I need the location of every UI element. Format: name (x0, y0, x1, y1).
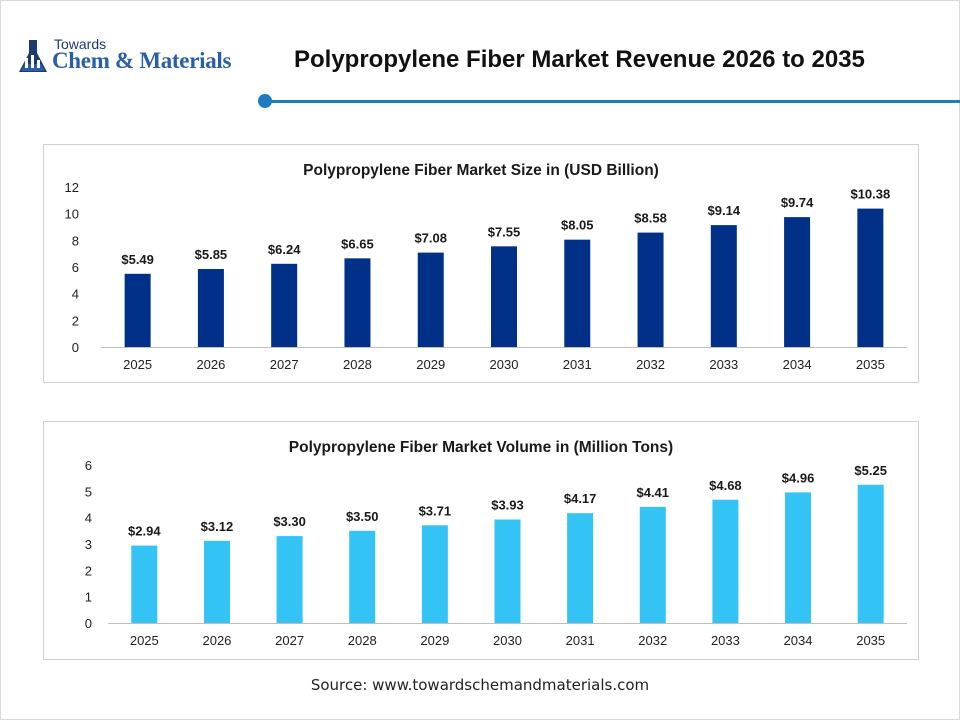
y-tick-label: 1 (85, 590, 92, 605)
bar (124, 273, 151, 347)
y-tick-label: 0 (85, 616, 92, 631)
revenue-chart-panel: Polypropylene Fiber Market Size in (USD … (43, 144, 919, 383)
bar (271, 263, 298, 347)
bar (857, 484, 884, 623)
logo-top-text: Towards (54, 36, 107, 52)
volume-chart-panel: Polypropylene Fiber Market Volume in (Mi… (43, 421, 919, 660)
y-tick-label: 8 (72, 233, 79, 248)
x-tick-label: 2028 (343, 357, 372, 372)
data-label: $4.68 (709, 478, 742, 493)
data-label: $4.41 (636, 485, 669, 500)
y-tick-label: 2 (72, 313, 79, 328)
bar (344, 258, 371, 347)
bar (197, 269, 224, 347)
data-label: $4.96 (782, 470, 815, 485)
x-tick-label: 2029 (416, 357, 445, 372)
data-label: $3.12 (201, 519, 234, 534)
data-label: $5.49 (121, 252, 154, 267)
bar (276, 536, 303, 623)
x-tick-label: 2026 (202, 633, 231, 648)
x-tick-label: 2035 (856, 633, 885, 648)
bar (712, 499, 739, 623)
y-tick-label: 3 (85, 537, 92, 552)
page-title: Polypropylene Fiber Market Revenue 2026 … (294, 46, 865, 73)
x-tick-label: 2035 (856, 357, 885, 372)
y-tick-label: 6 (85, 458, 92, 473)
data-label: $3.30 (273, 514, 306, 529)
source-note: Source: www.towardschemandmaterials.com (310, 676, 650, 694)
x-tick-label: 2034 (783, 357, 812, 372)
x-tick-label: 2032 (638, 633, 667, 648)
y-tick-label: 0 (72, 340, 79, 355)
x-tick-label: 2026 (196, 357, 225, 372)
flask-icon (19, 40, 47, 72)
bar (639, 506, 666, 623)
x-tick-label: 2034 (784, 633, 813, 648)
x-tick-label: 2032 (636, 357, 665, 372)
logo-main-text: Chem & Materials (52, 48, 232, 73)
y-tick-label: 6 (72, 260, 79, 275)
bar (421, 525, 448, 623)
y-tick-label: 12 (65, 180, 79, 195)
x-tick-label: 2031 (566, 633, 595, 648)
data-label: $3.93 (491, 498, 524, 513)
data-label: $4.17 (564, 491, 597, 506)
data-label: $5.85 (195, 247, 228, 262)
x-tick-label: 2027 (270, 357, 299, 372)
data-label: $7.08 (414, 231, 447, 246)
data-label: $3.71 (419, 503, 452, 518)
underline-bar (268, 100, 960, 103)
data-label: $8.05 (561, 218, 594, 233)
x-tick-label: 2033 (711, 633, 740, 648)
y-tick-label: 10 (65, 207, 79, 222)
x-tick-label: 2030 (493, 633, 522, 648)
x-tick-label: 2029 (420, 633, 449, 648)
volume-chart: 0 1 2 3 4 5 6 $2.94 2025 $3.12 2026 $3.30 2027 $3.50 2… (85, 458, 907, 648)
bar (785, 492, 812, 623)
bar (203, 540, 230, 623)
bar (857, 208, 884, 347)
y-tick-label: 4 (85, 511, 92, 526)
bar (710, 225, 737, 347)
underline-dot (258, 94, 272, 108)
brand-logo: Towards Chem & Materials (16, 36, 266, 80)
x-tick-label: 2025 (130, 633, 159, 648)
data-label: $8.58 (634, 211, 667, 226)
title-underline (258, 94, 960, 108)
data-label: $7.55 (488, 224, 521, 239)
revenue-chart: 0 2 4 6 8 10 12 $5.49 2025 $5.85 2026 $6.24 2027 $6.6… (65, 180, 907, 372)
x-tick-label: 2030 (490, 357, 519, 372)
data-label: $10.38 (850, 187, 890, 202)
x-tick-label: 2033 (709, 357, 738, 372)
x-tick-label: 2025 (123, 357, 152, 372)
volume-chart-title: Polypropylene Fiber Market Volume in (Mi… (288, 439, 674, 456)
bar (417, 252, 444, 347)
bar (564, 239, 591, 347)
x-tick-label: 2031 (563, 357, 592, 372)
data-label: $3.50 (346, 509, 379, 524)
data-label: $2.94 (128, 524, 161, 539)
data-label: $9.14 (708, 203, 741, 218)
bar (494, 519, 521, 623)
data-label: $6.65 (341, 236, 374, 251)
data-label: $5.25 (854, 463, 887, 478)
data-label: $6.24 (268, 242, 301, 257)
data-label: $9.74 (781, 195, 814, 210)
y-tick-label: 2 (85, 563, 92, 578)
x-tick-label: 2027 (275, 633, 304, 648)
bar (131, 545, 158, 623)
y-tick-label: 5 (85, 484, 92, 499)
bar (491, 246, 517, 347)
bar (567, 513, 594, 623)
x-tick-label: 2028 (348, 633, 377, 648)
bar (349, 530, 376, 623)
revenue-chart-title: Polypropylene Fiber Market Size in (USD … (303, 162, 659, 179)
bar (637, 232, 664, 347)
y-tick-label: 4 (72, 287, 79, 302)
bar (784, 217, 811, 347)
